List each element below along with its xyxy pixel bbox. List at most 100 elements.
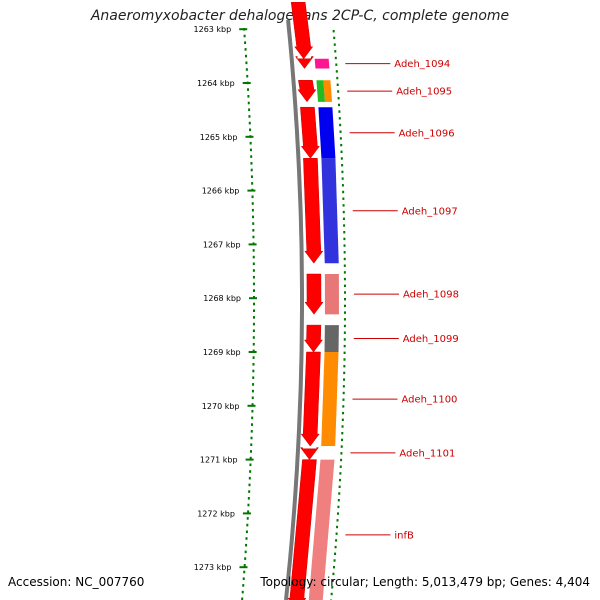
gene-block-adeh_1097[interactable] bbox=[321, 158, 339, 264]
track-dot bbox=[331, 579, 334, 582]
gene-label-infb[interactable]: infB bbox=[394, 530, 414, 541]
gene-label-adeh_1097[interactable]: Adeh_1097 bbox=[402, 206, 458, 217]
gene-label-adeh_1095[interactable]: Adeh_1095 bbox=[396, 87, 452, 98]
ruler-dot bbox=[250, 423, 253, 426]
track-dot bbox=[343, 351, 346, 354]
ruler-tick-label: 1264 kbp bbox=[197, 79, 235, 88]
track-dot bbox=[332, 566, 335, 569]
backbone-line bbox=[284, 19, 304, 600]
track-dot bbox=[337, 97, 340, 100]
ruler-dot bbox=[252, 342, 255, 346]
track-dot bbox=[343, 378, 346, 381]
track-dot bbox=[343, 344, 346, 348]
track-dot bbox=[341, 438, 344, 442]
ruler-dot bbox=[250, 436, 253, 440]
gene-block-adeh_1101[interactable] bbox=[320, 446, 336, 460]
gene-label-adeh_1101[interactable]: Adeh_1101 bbox=[399, 448, 455, 459]
cds-forward-adeh_1096[interactable] bbox=[300, 106, 320, 159]
cds-forward-adeh_1095[interactable] bbox=[297, 80, 317, 103]
track-dot bbox=[343, 251, 346, 254]
ruler-tick-label: 1263 kbp bbox=[194, 25, 232, 34]
gene-block-infb[interactable] bbox=[308, 459, 335, 600]
track-dot bbox=[332, 30, 335, 33]
ruler-dot bbox=[251, 202, 254, 205]
ruler-dot bbox=[252, 269, 255, 272]
gene-label-adeh_1096[interactable]: Adeh_1096 bbox=[399, 128, 455, 139]
ruler-tick bbox=[248, 297, 257, 300]
gene-block-adeh_1094[interactable] bbox=[314, 58, 330, 69]
ruler-dot bbox=[250, 430, 253, 433]
track-dot bbox=[339, 472, 342, 475]
track-dot bbox=[340, 157, 343, 160]
track-dot bbox=[339, 465, 342, 468]
ruler: 1263 kbp 1264 kbp 1265 kbp 1266 kbp 1267 kbp… bbox=[194, 25, 346, 600]
gene-block-adeh_1100[interactable] bbox=[321, 352, 339, 447]
gene-labels: Adeh_1094 Adeh_1095 Adeh_1096 Adeh_1097 Adeh… bbox=[345, 59, 459, 541]
cds-forward-block[interactable] bbox=[290, 2, 314, 60]
gene-label-adeh_1098[interactable]: Adeh_1098 bbox=[403, 290, 459, 301]
ruler-dot bbox=[249, 148, 252, 152]
ruler-tick-label: 1265 kbp bbox=[200, 133, 238, 142]
track-dot bbox=[343, 271, 346, 274]
track-dot bbox=[342, 398, 345, 401]
track-dot bbox=[338, 117, 341, 120]
ruler-tick-label: 1271 kbp bbox=[200, 456, 238, 465]
gene-block-adeh_1098[interactable] bbox=[324, 273, 339, 315]
track-dot bbox=[336, 512, 339, 515]
ruler-dot bbox=[248, 476, 251, 480]
ruler-dot bbox=[252, 322, 255, 326]
track-dot bbox=[331, 586, 334, 589]
ruler-dot bbox=[251, 396, 254, 400]
cds-forward-infb[interactable] bbox=[287, 459, 317, 600]
ruler-dot bbox=[247, 88, 250, 91]
track-dot bbox=[339, 137, 342, 140]
cds-colored-track bbox=[308, 58, 339, 600]
ruler-tick bbox=[248, 243, 257, 246]
track-dot bbox=[343, 277, 346, 281]
track-dot bbox=[338, 485, 341, 488]
ruler-tick-label: 1267 kbp bbox=[203, 240, 241, 249]
track-dot bbox=[343, 237, 346, 241]
track-dot bbox=[343, 304, 346, 308]
gene-block-adeh_1096[interactable] bbox=[318, 107, 336, 159]
track-dot bbox=[333, 36, 336, 40]
track-dot bbox=[343, 311, 346, 314]
gene-label-adeh_1100[interactable]: Adeh_1100 bbox=[401, 395, 457, 406]
gene-block-adeh_1095-b[interactable] bbox=[323, 80, 333, 102]
backbone bbox=[284, 19, 304, 600]
cds-forward-adeh_1097[interactable] bbox=[303, 158, 324, 264]
ruler-dot bbox=[249, 456, 252, 460]
ruler-dot bbox=[252, 262, 255, 266]
ruler-tick bbox=[245, 458, 254, 461]
cds-forward-adeh_1099[interactable] bbox=[304, 324, 323, 353]
ruler-tick-label: 1270 kbp bbox=[202, 402, 240, 411]
ruler-tick-label: 1272 kbp bbox=[197, 509, 235, 518]
ruler-dot bbox=[252, 249, 255, 252]
ruler-dot bbox=[245, 61, 248, 65]
gene-block-adeh_1099[interactable] bbox=[324, 325, 339, 352]
track-dot bbox=[342, 204, 345, 207]
cds-forward-adeh_1094[interactable] bbox=[295, 56, 314, 69]
track-dot bbox=[337, 499, 340, 502]
gene-label-adeh_1099[interactable]: Adeh_1099 bbox=[403, 334, 459, 345]
ruler-dot bbox=[252, 222, 255, 225]
track-dot bbox=[343, 298, 346, 301]
track-dot bbox=[343, 318, 346, 321]
cds-forward-block[interactable] bbox=[300, 447, 319, 461]
ruler-dot bbox=[248, 483, 251, 487]
ruler-dot bbox=[245, 530, 248, 534]
gene-block-adeh_1095[interactable] bbox=[316, 80, 326, 102]
track-dot bbox=[343, 257, 346, 261]
ruler-dot bbox=[250, 443, 253, 446]
ruler-dot bbox=[250, 175, 253, 178]
ruler-dot bbox=[248, 490, 251, 493]
cds-forward-adeh_1098[interactable] bbox=[304, 273, 324, 315]
ruler-dot bbox=[252, 282, 255, 286]
ruler-dot bbox=[252, 215, 255, 219]
track-dot bbox=[340, 150, 343, 153]
cds-forward-adeh_1100[interactable] bbox=[300, 351, 321, 447]
gene-label-adeh_1094[interactable]: Adeh_1094 bbox=[394, 59, 450, 70]
track-dot bbox=[341, 170, 344, 174]
track-dot bbox=[343, 284, 346, 287]
